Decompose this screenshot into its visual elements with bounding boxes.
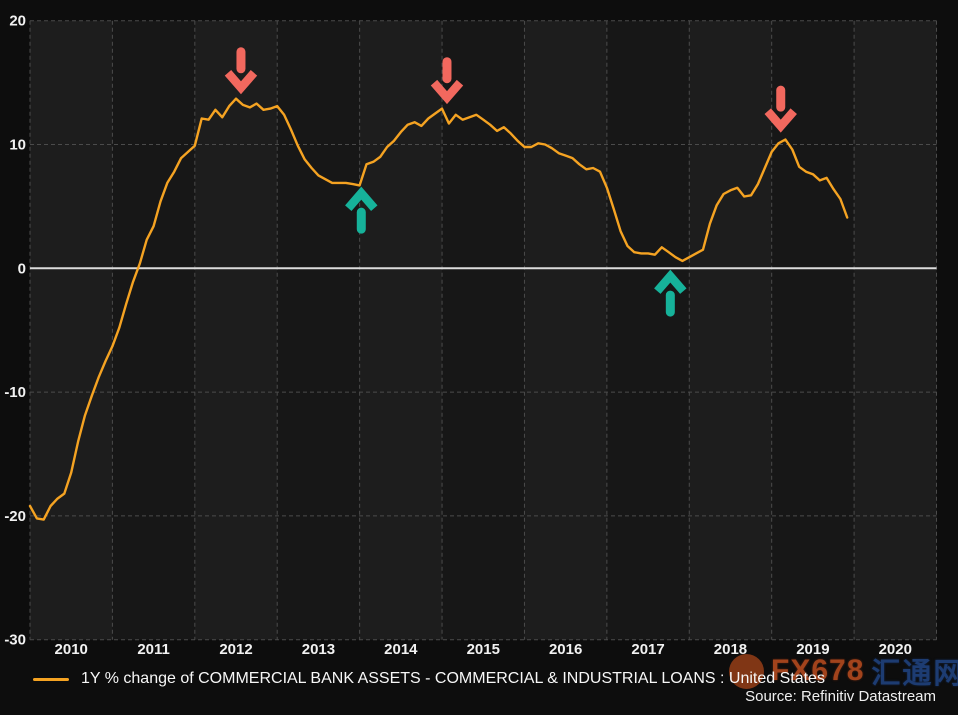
down-arrow-icon xyxy=(430,57,464,105)
up-arrow-head xyxy=(654,269,687,294)
year-band xyxy=(194,20,278,640)
y-tick-label: -30 xyxy=(4,632,26,649)
globe-icon xyxy=(729,653,764,689)
source-label: Source: Refinitiv Datastream xyxy=(745,688,936,705)
year-band xyxy=(277,20,360,640)
x-tick-label: 2016 xyxy=(549,641,582,658)
y-tick-label: -10 xyxy=(4,384,26,401)
up-arrow-icon xyxy=(345,186,378,234)
year-band xyxy=(112,20,195,640)
year-band xyxy=(854,20,937,640)
x-tick-label: 2014 xyxy=(384,641,418,658)
y-tick-label: 0 xyxy=(18,260,26,277)
watermark-cn: 汇通网 xyxy=(871,658,958,690)
year-band xyxy=(442,20,525,640)
down-arrow-head xyxy=(224,70,258,95)
year-band xyxy=(689,20,772,640)
y-tick-label: 20 xyxy=(9,13,26,30)
year-band xyxy=(771,20,855,640)
x-tick-label: 2011 xyxy=(137,641,170,658)
legend-label: 1Y % change of COMMERCIAL BANK ASSETS - … xyxy=(81,670,825,687)
watermark: FX678 汇通网 xyxy=(729,651,958,691)
y-tick-label: 10 xyxy=(9,137,26,154)
legend: 1Y % change of COMMERCIAL BANK ASSETS - … xyxy=(33,666,825,692)
down-arrow-head xyxy=(430,79,464,105)
watermark-brand: FX678 xyxy=(771,654,865,687)
x-tick-label: 2018 xyxy=(714,641,747,658)
x-tick-label: 2013 xyxy=(302,641,335,658)
up-arrow-head xyxy=(345,186,378,211)
year-band xyxy=(524,20,607,640)
year-band xyxy=(606,20,690,640)
x-tick-label: 2010 xyxy=(55,641,88,658)
down-arrow-icon xyxy=(764,85,797,133)
x-tick-label: 2020 xyxy=(879,641,912,658)
down-arrow-icon xyxy=(224,47,258,95)
x-tick-label: 2019 xyxy=(796,641,829,658)
x-tick-label: 2012 xyxy=(219,641,252,658)
year-band xyxy=(30,20,113,640)
year-band xyxy=(359,20,443,640)
down-arrow-head xyxy=(764,108,797,133)
x-tick-label: 2015 xyxy=(467,641,500,658)
up-arrow-icon xyxy=(654,269,687,317)
legend-line-swatch xyxy=(33,677,69,681)
x-tick-label: 2017 xyxy=(631,641,664,658)
y-tick-label: -20 xyxy=(4,508,26,525)
loan-growth-line xyxy=(28,97,849,521)
